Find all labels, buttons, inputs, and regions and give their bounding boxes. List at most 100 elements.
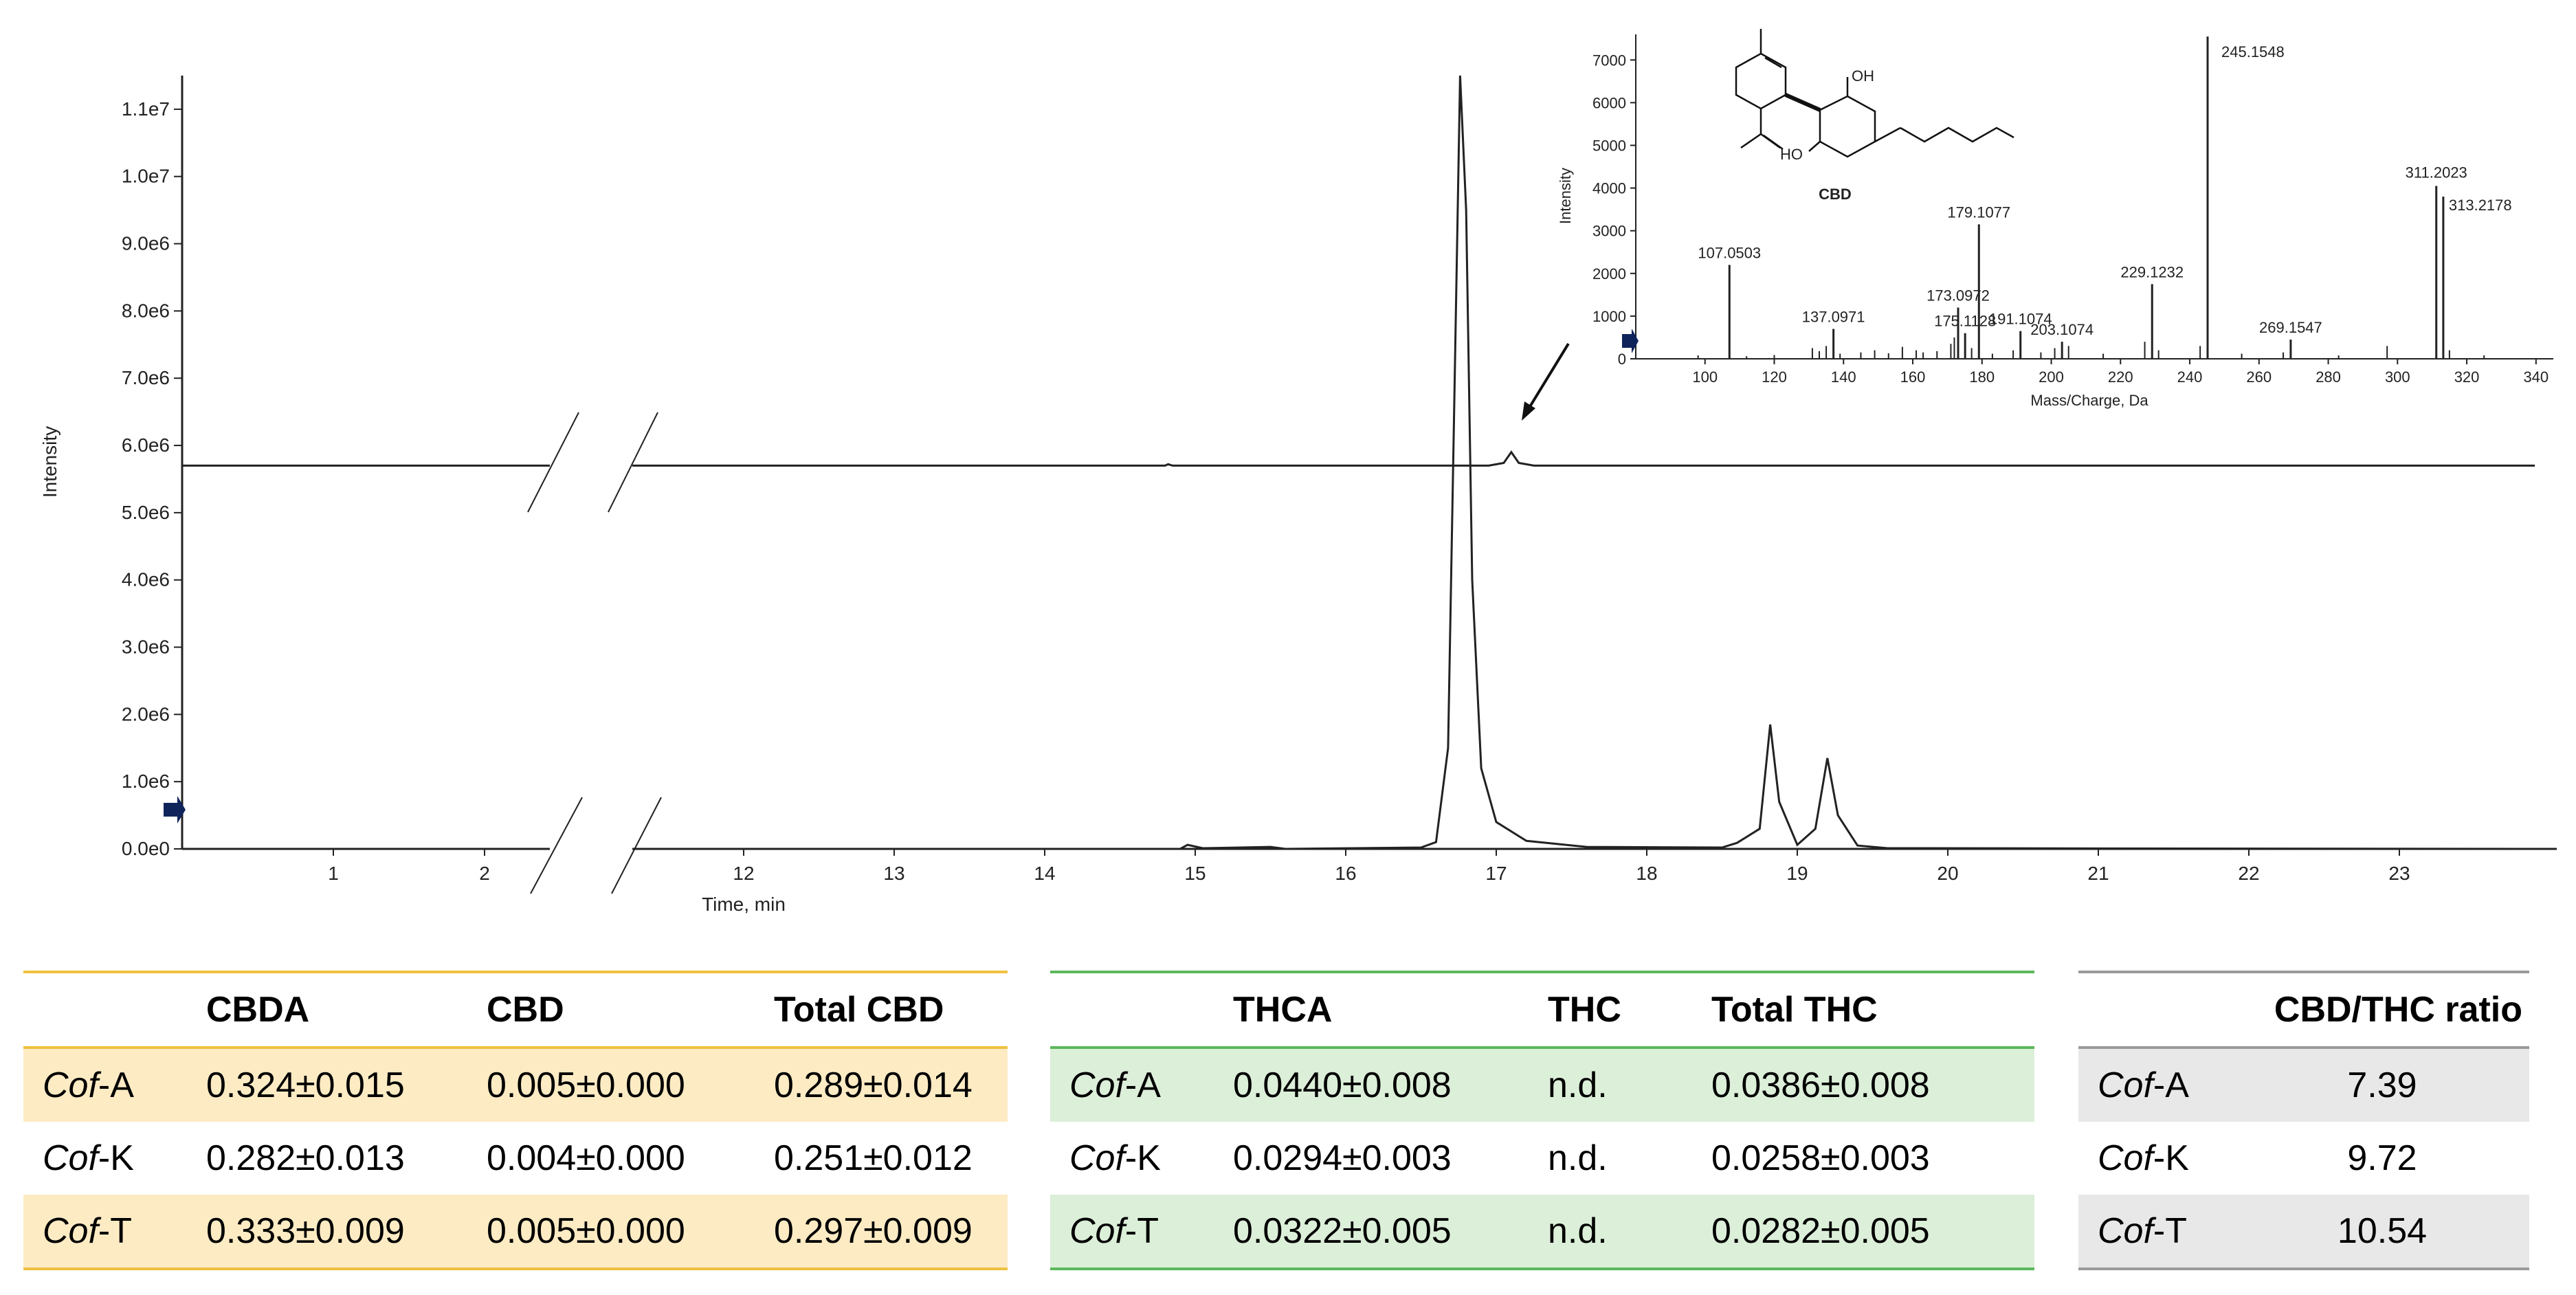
peak-label: 311.2023 — [2406, 164, 2467, 181]
cell-value: 0.289±0.014 — [774, 1065, 973, 1105]
table-row: Cof-K 0.0294±0.003 n.d. 0.0258±0.003 — [1050, 1122, 2034, 1195]
x-tick-label: 14 — [1034, 863, 1055, 884]
header-total-cbd: Total CBD — [774, 990, 944, 1030]
cell-value: n.d. — [1548, 1211, 1608, 1251]
peak-label: 269.1547 — [2259, 319, 2322, 336]
cell-value: 7.39 — [2347, 1065, 2417, 1105]
cell-value: 0.0282±0.005 — [1711, 1211, 1930, 1251]
cell-value: 0.251±0.012 — [774, 1138, 973, 1178]
x-tick-label: 22 — [2238, 863, 2259, 884]
header-sample — [2078, 972, 2235, 1048]
x-tick-label: 15 — [1184, 863, 1206, 884]
x-tick-label: 2 — [479, 863, 490, 884]
table-row: Cof-T 0.333±0.009 0.005±0.000 0.297±0.00… — [23, 1195, 1008, 1269]
struct-ho-label: HO — [1780, 146, 1803, 163]
y-tick-label: 1.0e7 — [122, 166, 170, 187]
x-tick-label: 19 — [1786, 863, 1808, 884]
x-tick-label: 16 — [1335, 863, 1356, 884]
inset-y-tick-label: 6000 — [1592, 94, 1626, 111]
cell-value: 0.282±0.013 — [206, 1138, 405, 1178]
y-tick-label: 8.0e6 — [122, 300, 170, 321]
inset-x-tick-label: 240 — [2177, 368, 2203, 386]
x-ticks: 1 2 12 13 14 15 16 17 18 19 20 21 22 23 — [328, 849, 2410, 884]
table-header-row: CBD/THC ratio — [2078, 972, 2529, 1048]
inset-x-tick-label: 340 — [2523, 368, 2549, 386]
upper-trace-line — [182, 450, 2535, 467]
table-header-row: THCA THC Total THC — [1050, 972, 2034, 1048]
x-tick-label: 13 — [883, 863, 904, 884]
cell-value: 0.005±0.000 — [487, 1211, 685, 1251]
header-cbda: CBDA — [206, 990, 310, 1030]
table-row: Cof-K 9.72 — [2078, 1122, 2529, 1195]
y-ticks: 0.0e0 1.0e6 2.0e6 3.0e6 4.0e6 5.0e6 6.0e6 7.0e6… — [122, 98, 182, 859]
sample-name: Cof-K — [2098, 1138, 2189, 1178]
inset-y-axis-title: Intensity — [1557, 168, 1574, 224]
sample-name: Cof-T — [1069, 1211, 1159, 1251]
inset-x-tick-label: 100 — [1692, 368, 1718, 386]
peak-label: 175.1128 — [1934, 313, 1996, 330]
ratio-table: CBD/THC ratio Cof-A 7.39 Cof-K 9.72 Cof-… — [2078, 971, 2529, 1270]
y-tick-label: 7.0e6 — [122, 367, 170, 388]
peak-label: 191.1074 — [1989, 311, 2052, 328]
inset-x-tick-label: 140 — [1831, 368, 1856, 386]
sample-name: Cof-A — [1069, 1065, 1161, 1105]
table-row: Cof-T 10.54 — [2078, 1195, 2529, 1269]
inset-y-tick-label: 2000 — [1592, 265, 1626, 283]
inset-x-tick-label: 120 — [1762, 368, 1787, 386]
peak-label: 137.0971 — [1802, 309, 1865, 326]
chromatogram-traces — [182, 75, 2535, 850]
inset-x-ticks: 100 120 140 160 180 200 220 240 260 280 300 320 340 — [1692, 359, 2549, 386]
inset-x-tick-label: 220 — [2108, 368, 2133, 386]
inset-y-tick-label: 3000 — [1592, 223, 1626, 240]
table-row: Cof-A 0.324±0.015 0.005±0.000 0.289±0.01… — [23, 1048, 1008, 1122]
thc-content-table: THCA THC Total THC Cof-A 0.0440±0.008 n.… — [1050, 971, 2034, 1270]
cell-value: 0.0258±0.003 — [1711, 1138, 1930, 1178]
peak-label: 179.1077 — [1947, 203, 2010, 221]
inset-y-tick-label: 5000 — [1592, 137, 1626, 154]
y-tick-label: 3.0e6 — [122, 637, 170, 658]
cell-value: 0.0322±0.005 — [1233, 1211, 1452, 1251]
y-tick-label: 6.0e6 — [122, 434, 170, 456]
y-tick-label: 9.0e6 — [122, 233, 170, 254]
inset-y-ticks: 0 1000 2000 3000 4000 5000 6000 7000 — [1592, 52, 1636, 368]
x-tick-label: 20 — [1937, 863, 1958, 884]
x-tick-label: 17 — [1485, 863, 1507, 884]
inset-x-tick-label: 280 — [2316, 368, 2341, 386]
table-header-row: CBDA CBD Total CBD — [23, 972, 1008, 1048]
peak-label: 107.0503 — [1698, 244, 1761, 261]
cell-value: 10.54 — [2337, 1211, 2428, 1251]
y-tick-label: 1.0e6 — [122, 771, 170, 792]
cell-value: 9.72 — [2347, 1138, 2417, 1178]
chromatogram-axes: 0.0e0 1.0e6 2.0e6 3.0e6 4.0e6 5.0e6 6.0e6 7.0e6… — [39, 76, 2557, 915]
axis-break — [527, 406, 662, 900]
x-tick-label: 23 — [2388, 863, 2410, 884]
lower-trace-line — [182, 75, 2535, 850]
y-axis-title: Intensity — [39, 426, 60, 498]
peak-label: 313.2178 — [2449, 197, 2512, 214]
cell-value: n.d. — [1548, 1138, 1608, 1178]
peak-label: 203.1074 — [2030, 321, 2094, 338]
inset-peaks: 107.0503 137.0971 173.0972 175.1128 179.1077… — [1698, 36, 2512, 359]
table-row: Cof-A 7.39 — [2078, 1048, 2529, 1122]
inset-minor-peaks — [1697, 337, 2485, 359]
y-tick-label: 1.1e7 — [122, 98, 170, 120]
inset-x-tick-label: 300 — [2385, 368, 2410, 386]
chromatogram-figure: 0.0e0 1.0e6 2.0e6 3.0e6 4.0e6 5.0e6 6.0e6 7.0e6… — [39, 29, 2557, 915]
inset-x-tick-label: 320 — [2454, 368, 2480, 386]
cell-value: 0.0386±0.008 — [1711, 1065, 1930, 1105]
struct-oh-label: OH — [1852, 67, 1874, 85]
sample-name: Cof-T — [2098, 1211, 2188, 1251]
inset-y-tick-label: 1000 — [1592, 308, 1626, 325]
peak-label: 229.1232 — [2120, 263, 2184, 280]
inset-x-tick-label: 160 — [1900, 368, 1926, 386]
sample-name: Cof-A — [2098, 1065, 2189, 1105]
cell-value: 0.297±0.009 — [774, 1211, 973, 1251]
inset-x-axis-title: Mass/Charge, Da — [2030, 392, 2148, 409]
header-cbd: CBD — [487, 990, 564, 1030]
sample-name: Cof-K — [1069, 1138, 1161, 1178]
y-tick-label: 5.0e6 — [122, 502, 170, 523]
structure-label: CBD — [1819, 186, 1852, 203]
inset-x-tick-label: 180 — [1969, 368, 1995, 386]
peak-label: 173.0972 — [1927, 287, 1990, 304]
